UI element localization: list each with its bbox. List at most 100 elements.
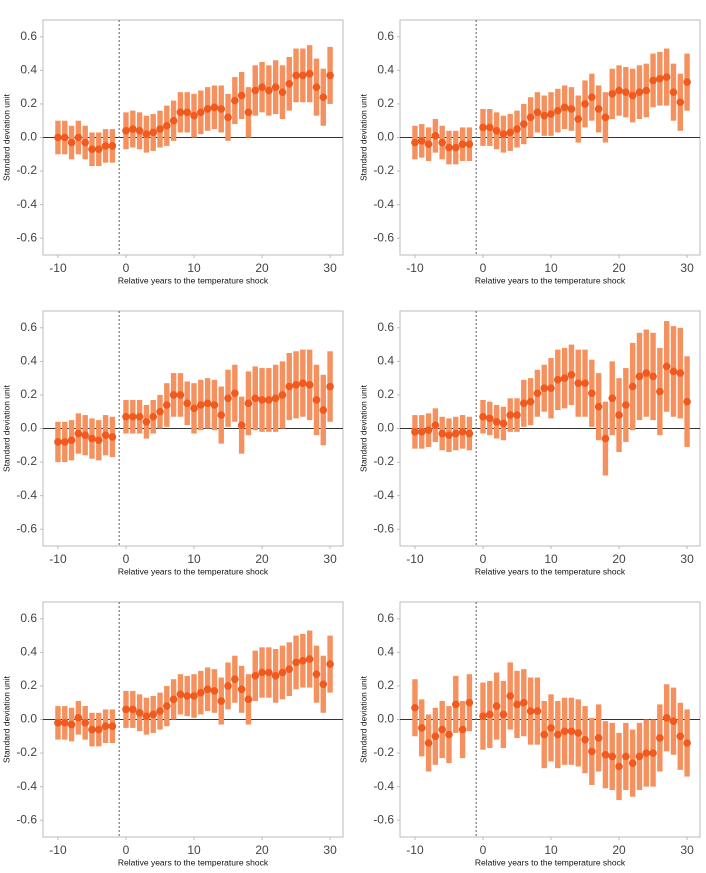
point — [271, 394, 280, 403]
point — [676, 732, 685, 741]
point — [285, 665, 294, 673]
point — [60, 438, 69, 446]
point — [88, 434, 96, 443]
point — [574, 729, 583, 737]
point — [635, 88, 644, 96]
point — [251, 86, 260, 95]
point — [108, 722, 117, 731]
point — [594, 734, 603, 742]
y-tick-label: 0.0 — [20, 712, 37, 726]
point — [183, 399, 192, 408]
y-axis-label: Standard deviation unit — [1, 384, 11, 472]
point — [445, 730, 453, 739]
point — [669, 367, 678, 376]
point — [669, 717, 678, 725]
point — [513, 411, 521, 419]
point — [326, 660, 334, 668]
y-tick-label: 0.4 — [377, 645, 394, 659]
x-tick-label: 30 — [323, 552, 337, 566]
point — [656, 734, 664, 742]
x-tick-label: 0 — [480, 261, 487, 275]
point — [581, 100, 589, 108]
y-tick-label: 0.6 — [377, 611, 394, 625]
point — [183, 692, 192, 700]
y-tick-label: -0.4 — [16, 779, 37, 793]
point — [278, 668, 287, 677]
point — [292, 658, 300, 667]
point — [74, 714, 83, 722]
point — [479, 412, 487, 421]
point — [594, 402, 603, 411]
x-tick-label: 0 — [480, 552, 487, 566]
point — [299, 71, 307, 80]
point — [163, 401, 171, 409]
x-tick-label: 0 — [480, 843, 487, 857]
point — [210, 103, 219, 112]
point — [271, 83, 280, 91]
point — [156, 707, 164, 715]
point — [554, 376, 562, 384]
x-tick-label: 30 — [323, 843, 337, 857]
point — [88, 725, 96, 734]
point — [588, 93, 596, 102]
point — [438, 725, 446, 734]
point — [533, 108, 542, 117]
point — [142, 417, 151, 426]
y-tick-label: 0.2 — [377, 96, 394, 110]
x-tick-label: 20 — [255, 843, 269, 857]
y-tick-label: 0.4 — [377, 63, 394, 77]
point — [526, 707, 535, 715]
point — [567, 727, 576, 736]
point — [533, 389, 542, 398]
point — [669, 88, 678, 96]
point — [101, 722, 110, 731]
y-axis-label: Standard deviation unit — [358, 384, 368, 472]
x-tick-label: 20 — [612, 552, 626, 566]
x-axis-label: Relative years to the temperature shock — [475, 275, 626, 285]
y-tick-label: -0.2 — [16, 745, 37, 759]
point — [601, 434, 610, 443]
point — [312, 670, 321, 678]
point — [520, 120, 528, 128]
point — [319, 680, 328, 689]
y-axis-label: Standard deviation unit — [358, 675, 368, 763]
x-tick-label: 20 — [612, 843, 626, 857]
point — [183, 108, 192, 117]
point — [431, 421, 440, 429]
point — [662, 73, 671, 81]
x-axis-label: Relative years to the temperature shock — [475, 566, 626, 576]
point — [438, 138, 446, 147]
point — [479, 712, 487, 720]
point — [237, 421, 246, 429]
point — [258, 83, 266, 91]
point — [197, 108, 205, 117]
point — [135, 126, 144, 135]
x-tick-label: 10 — [187, 552, 201, 566]
x-tick-label: 0 — [123, 261, 130, 275]
point — [567, 370, 576, 379]
y-tick-label: 0.6 — [377, 29, 394, 43]
point — [94, 725, 103, 734]
point — [649, 749, 657, 757]
point — [265, 86, 273, 95]
point — [615, 762, 623, 771]
y-tick-label: -0.4 — [16, 197, 37, 211]
point — [649, 372, 657, 381]
point — [237, 91, 246, 100]
point — [526, 113, 535, 122]
point — [560, 727, 569, 736]
x-tick-label: -10 — [49, 843, 67, 857]
point — [513, 125, 521, 133]
point — [197, 401, 205, 409]
x-axis-label: Relative years to the temperature shock — [118, 857, 269, 867]
point — [520, 399, 528, 408]
y-tick-label: -0.4 — [373, 779, 394, 793]
point — [417, 724, 426, 732]
point — [305, 381, 314, 389]
point — [601, 113, 610, 122]
point — [411, 428, 419, 436]
y-tick-label: -0.6 — [373, 521, 394, 535]
point — [108, 142, 117, 150]
point — [581, 379, 589, 387]
point — [458, 725, 467, 734]
